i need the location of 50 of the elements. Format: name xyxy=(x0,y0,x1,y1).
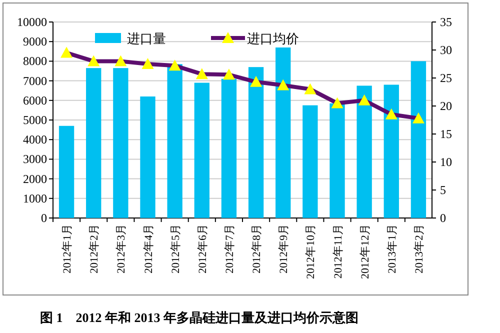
y-tick-label: 4000 xyxy=(23,132,47,147)
x-tick-label: 2012年9月 xyxy=(278,224,290,274)
y-tick-label: 8000 xyxy=(23,54,47,68)
bar xyxy=(113,68,128,218)
x-tick-label: 2012年12月 xyxy=(359,224,372,279)
y2-tick-label: 15 xyxy=(440,127,452,141)
x-tick-label: 2012年2月 xyxy=(88,224,101,274)
bar xyxy=(86,68,102,218)
bar xyxy=(140,96,156,218)
y-tick-label: 9000 xyxy=(23,34,47,49)
bar xyxy=(410,61,426,218)
x-tick-label: 2013年1月 xyxy=(386,224,398,274)
legend-label: 进口量 xyxy=(127,32,166,47)
bar xyxy=(194,82,210,218)
bar xyxy=(276,47,291,218)
y-tick-label: 1000 xyxy=(23,191,47,206)
y2-tick-label: 0 xyxy=(440,211,446,225)
bar xyxy=(221,78,237,218)
x-tick-label: 2012年7月 xyxy=(224,224,236,274)
bar xyxy=(356,86,372,218)
x-tick-label: 2012年6月 xyxy=(196,224,209,274)
y-tick-label: 10000 xyxy=(17,15,47,29)
bar xyxy=(302,105,318,218)
x-tick-label: 2012年1月 xyxy=(62,224,74,274)
bar xyxy=(384,84,399,218)
y-tick-label: 6000 xyxy=(23,93,47,108)
x-tick-label: 2012年5月 xyxy=(170,224,182,274)
x-tick-label: 2012年8月 xyxy=(251,224,264,274)
y2-tick-label: 5 xyxy=(440,183,446,197)
y-tick-label: 2000 xyxy=(23,172,47,186)
y-tick-label: 5000 xyxy=(23,113,47,127)
y-tick-label: 0 xyxy=(41,211,47,225)
x-tick-label: 2012年11月 xyxy=(332,224,344,279)
y-tick-label: 3000 xyxy=(23,152,47,166)
y2-tick-label: 35 xyxy=(440,15,452,29)
text: 图 1 2012 年和 2013 年多晶硅进口量及进口均价示意图 xyxy=(40,310,358,325)
y2-tick-label: 20 xyxy=(440,99,452,113)
legend-label: 进口均价 xyxy=(247,32,299,47)
x-tick-label: 2012年3月 xyxy=(116,224,128,274)
bar xyxy=(167,64,182,218)
bar xyxy=(58,126,74,218)
y2-tick-label: 25 xyxy=(440,71,452,85)
y2-tick-label: 10 xyxy=(440,155,452,169)
x-tick-label: 2012年4月 xyxy=(142,224,155,274)
bar xyxy=(330,103,345,218)
x-tick-label: 2013年2月 xyxy=(413,224,426,274)
bar xyxy=(248,67,264,218)
x-tick-label: 2012年10月 xyxy=(305,224,318,279)
y2-tick-label: 30 xyxy=(440,43,452,57)
y-tick-label: 7000 xyxy=(23,74,47,88)
